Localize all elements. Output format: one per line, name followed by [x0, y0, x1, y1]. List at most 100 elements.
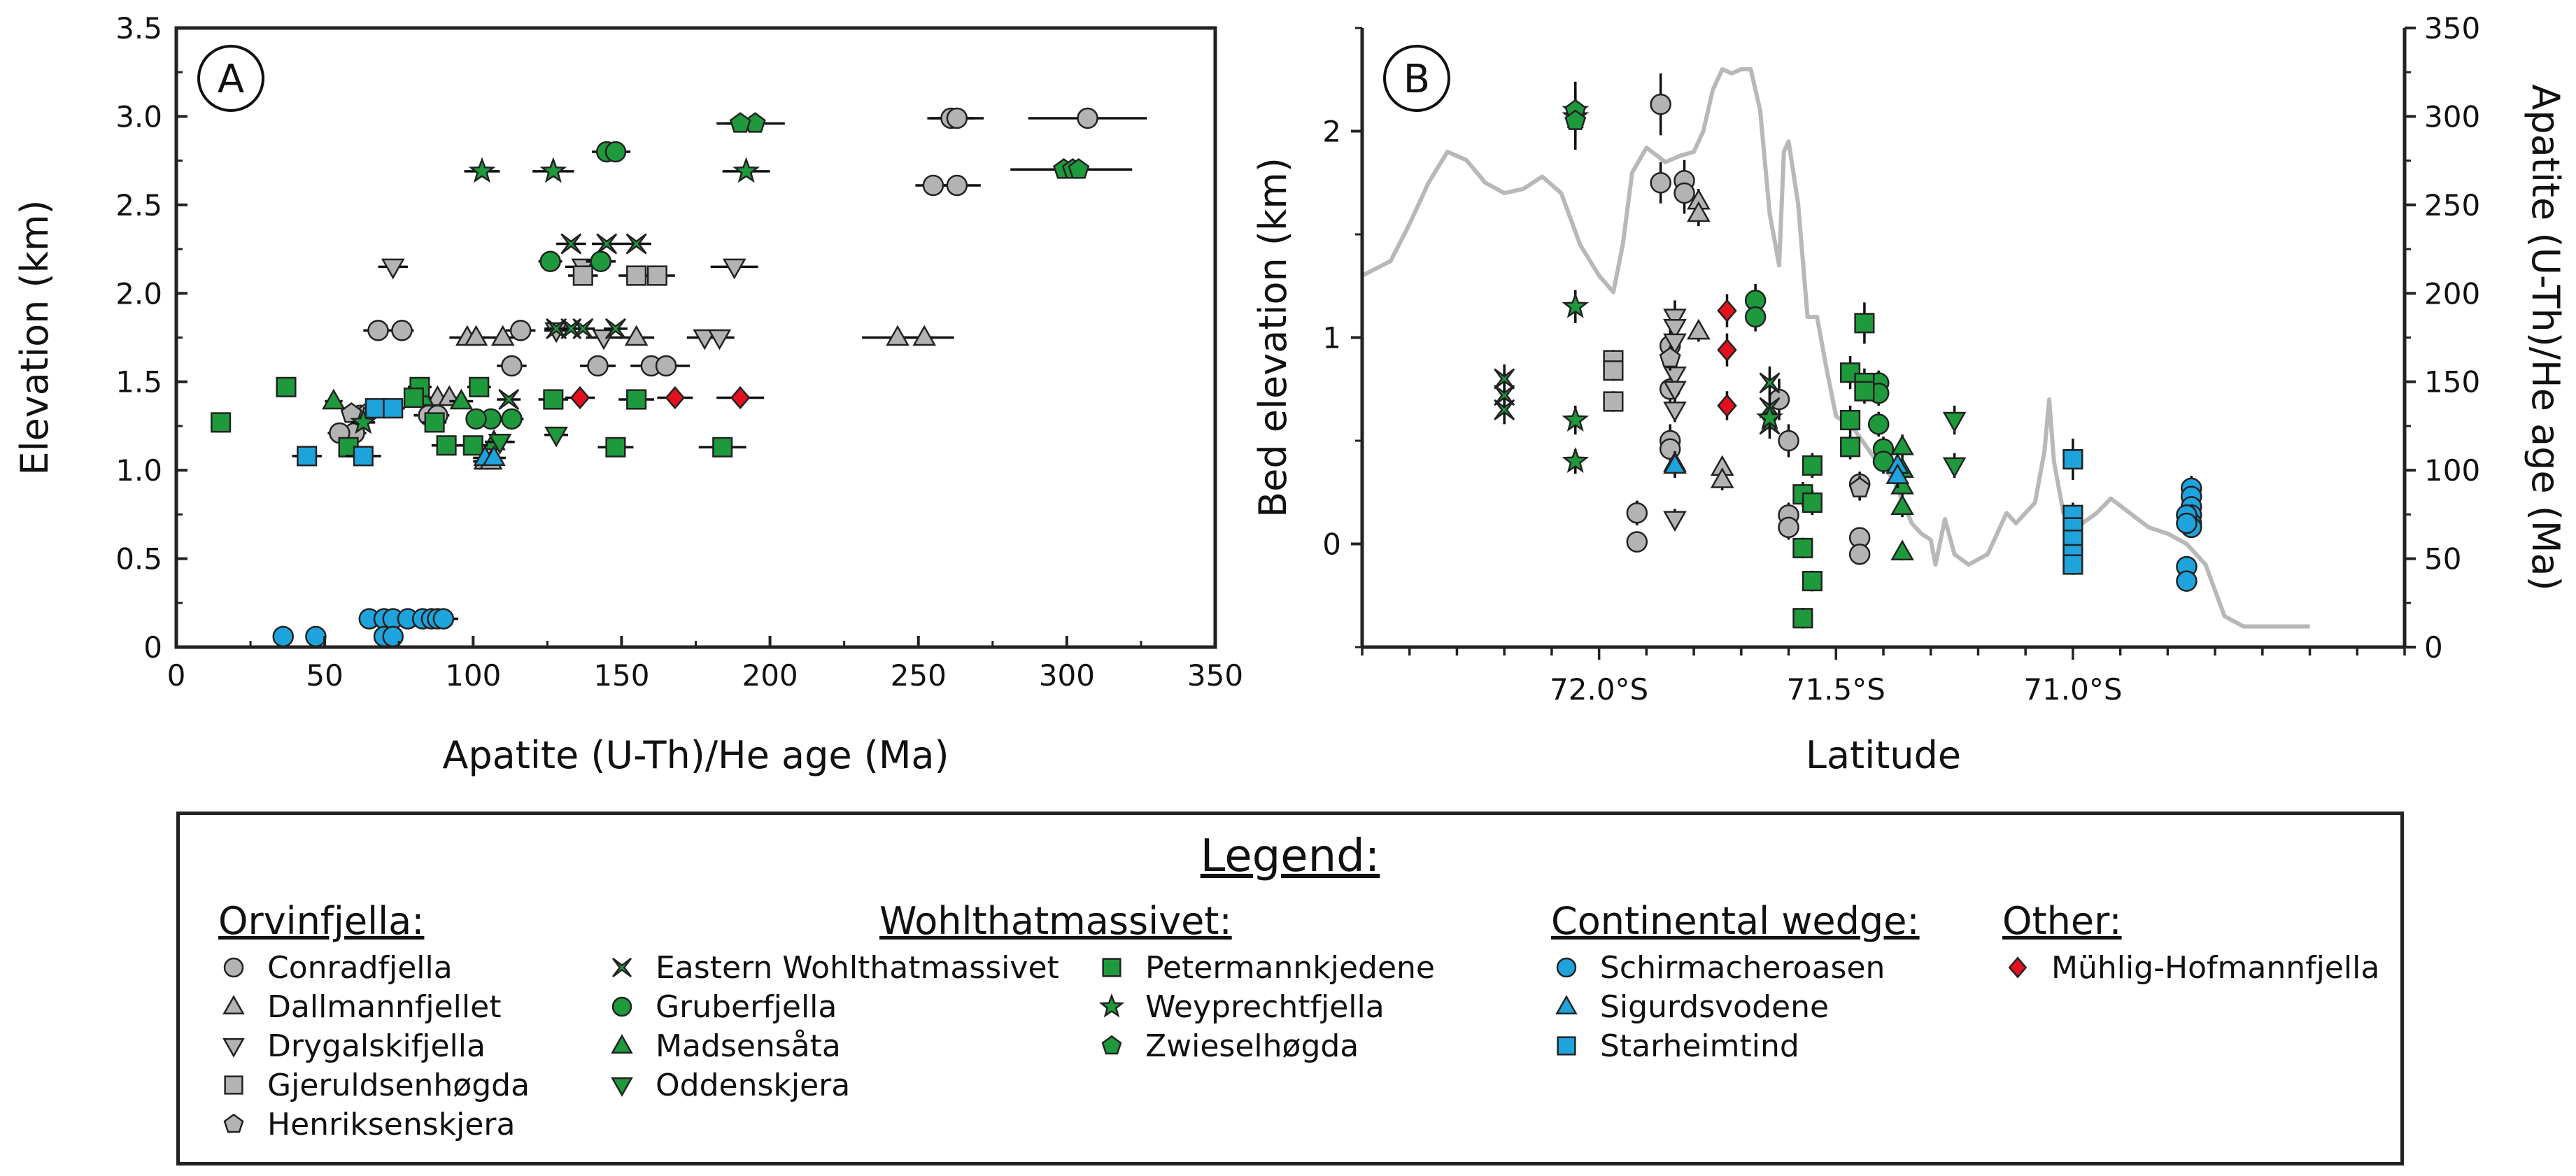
y2-tick-label: 100	[2424, 453, 2480, 488]
legend-marker-triangle-down-icon	[611, 1077, 633, 1097]
data-point	[1778, 430, 1799, 452]
data-point	[501, 408, 523, 430]
series-a-starheimtind	[292, 398, 405, 467]
series-b-gjeruldsenhogda	[1603, 350, 1624, 412]
legend-item-weyprechtfjella: Weyprechtfjella	[1096, 987, 1385, 1026]
data-point	[1867, 413, 1890, 435]
data-point	[1854, 381, 1875, 402]
data-point	[2062, 449, 2083, 470]
legend-label: Gjeruldsenhøgda	[267, 1067, 530, 1103]
legend-group-title-other: Other:	[2002, 899, 2122, 943]
data-point	[383, 398, 404, 419]
legend-label: Weyprechtfjella	[1145, 989, 1385, 1025]
legend-group-title-wohlthatmassivet: Wohlthatmassivet:	[879, 899, 1232, 943]
data-point	[712, 437, 733, 458]
data-point	[604, 318, 626, 339]
legend-marker	[222, 1038, 245, 1058]
legend-group-title-continental-wedge: Continental wedge:	[1551, 899, 1920, 943]
legend-item-dallmannfjellet: Dallmannfjellet	[218, 987, 501, 1026]
data-point	[1792, 608, 1813, 629]
legend-marker-circle-icon	[611, 996, 632, 1017]
panel-label-a-circle	[197, 45, 264, 112]
legend-marker-pentagon-icon	[223, 1113, 244, 1133]
legend-item-drygalskifjella: Drygalskifjella	[218, 1026, 486, 1065]
series-a-weyprechtfjella	[349, 157, 770, 434]
data-point	[1890, 539, 1914, 561]
data-point	[1673, 182, 1695, 204]
data-point	[604, 141, 627, 163]
y-tick-label: 0	[143, 630, 162, 665]
data-point	[1778, 516, 1799, 539]
data-point	[1626, 531, 1648, 553]
legend-marker-circle-icon	[1556, 957, 1577, 978]
legend-item-eastern-wohlthatmassivet: Eastern Wohlthatmassivet	[607, 948, 1059, 987]
data-point	[1854, 313, 1875, 334]
legend-marker-triangle-down-icon	[222, 1038, 245, 1058]
legend-box: Legend: Orvinfjella: Conradfjella Dallmann…	[176, 812, 2404, 1166]
series-b-sigurdsvodene	[1663, 453, 1910, 488]
series-a-eastern-wohlthatmassivet	[497, 233, 651, 410]
data-point	[539, 157, 567, 183]
legend-marker-triangle-up-icon	[222, 995, 245, 1015]
data-point	[1663, 318, 1687, 340]
y2-tick-label: 150	[2424, 365, 2480, 399]
y2-tick-label: 50	[2424, 542, 2461, 576]
data-point	[1942, 457, 1967, 479]
data-point	[1562, 292, 1590, 318]
legend-label: Conradfjella	[267, 949, 453, 986]
data-point	[322, 388, 346, 410]
data-point	[626, 265, 647, 286]
y-tick-label: 3.0	[115, 99, 162, 134]
data-point	[572, 265, 593, 286]
series-b-oddenskjera	[1942, 405, 1967, 479]
data-point	[646, 265, 667, 286]
data-point	[1756, 404, 1783, 430]
data-point	[449, 388, 474, 410]
series-b-eastern-wohlthatmassivet	[1494, 364, 1781, 439]
legend-item-starheimtind: Starheimtind	[1551, 1026, 1799, 1065]
series-a-oddenskjera	[488, 426, 569, 455]
y-tick-label: 2.5	[115, 188, 162, 222]
legend-marker	[612, 958, 632, 978]
bed-elevation-profile	[1361, 67, 2310, 629]
y-tick-label: 3.5	[115, 11, 162, 45]
data-point	[730, 385, 751, 410]
data-point	[729, 112, 751, 133]
data-point	[1717, 338, 1737, 362]
data-point	[912, 325, 937, 346]
data-point	[1890, 494, 1914, 516]
data-point	[624, 325, 649, 346]
data-point	[1663, 453, 1687, 474]
data-point	[381, 258, 405, 280]
x-tick-label: 0	[167, 658, 186, 693]
data-point	[707, 329, 732, 350]
y-tick-label: 0.5	[115, 542, 162, 576]
legend-label: Drygalskifjella	[267, 1028, 486, 1064]
data-point	[1710, 467, 1734, 488]
series-b-petermannkjedene	[1792, 302, 1875, 629]
data-point	[1840, 437, 1861, 458]
series-b-conradfjella	[1626, 73, 1871, 565]
data-point	[722, 258, 746, 280]
data-point	[432, 608, 455, 630]
series-b-starheimtind	[2062, 439, 2083, 575]
data-point	[543, 389, 564, 410]
legend-item-oddenskjera: Oddenskjera	[607, 1065, 850, 1105]
data-point	[1603, 391, 1624, 412]
y2-tick-label: 300	[2424, 99, 2480, 134]
series-b-muhlig-hofmannfjella	[1717, 294, 1737, 420]
data-point	[490, 325, 515, 346]
legend-item-henriksenskjera: Henriksenskjera	[218, 1105, 515, 1144]
data-point	[1494, 368, 1515, 390]
data-point	[1663, 381, 1687, 402]
legend-label: Henriksenskjera	[267, 1106, 516, 1142]
data-point	[733, 157, 760, 183]
data-point	[560, 233, 582, 255]
data-point	[1603, 360, 1624, 381]
data-point	[1792, 537, 1813, 558]
series-b-zwieselhogda	[1564, 81, 1587, 150]
x-axis-label: Apatite (U-Th)/He age (Ma)	[442, 733, 949, 777]
series-b-henriksenskjera	[1659, 346, 1871, 501]
data-point	[498, 389, 520, 410]
data-point	[1802, 492, 1823, 513]
